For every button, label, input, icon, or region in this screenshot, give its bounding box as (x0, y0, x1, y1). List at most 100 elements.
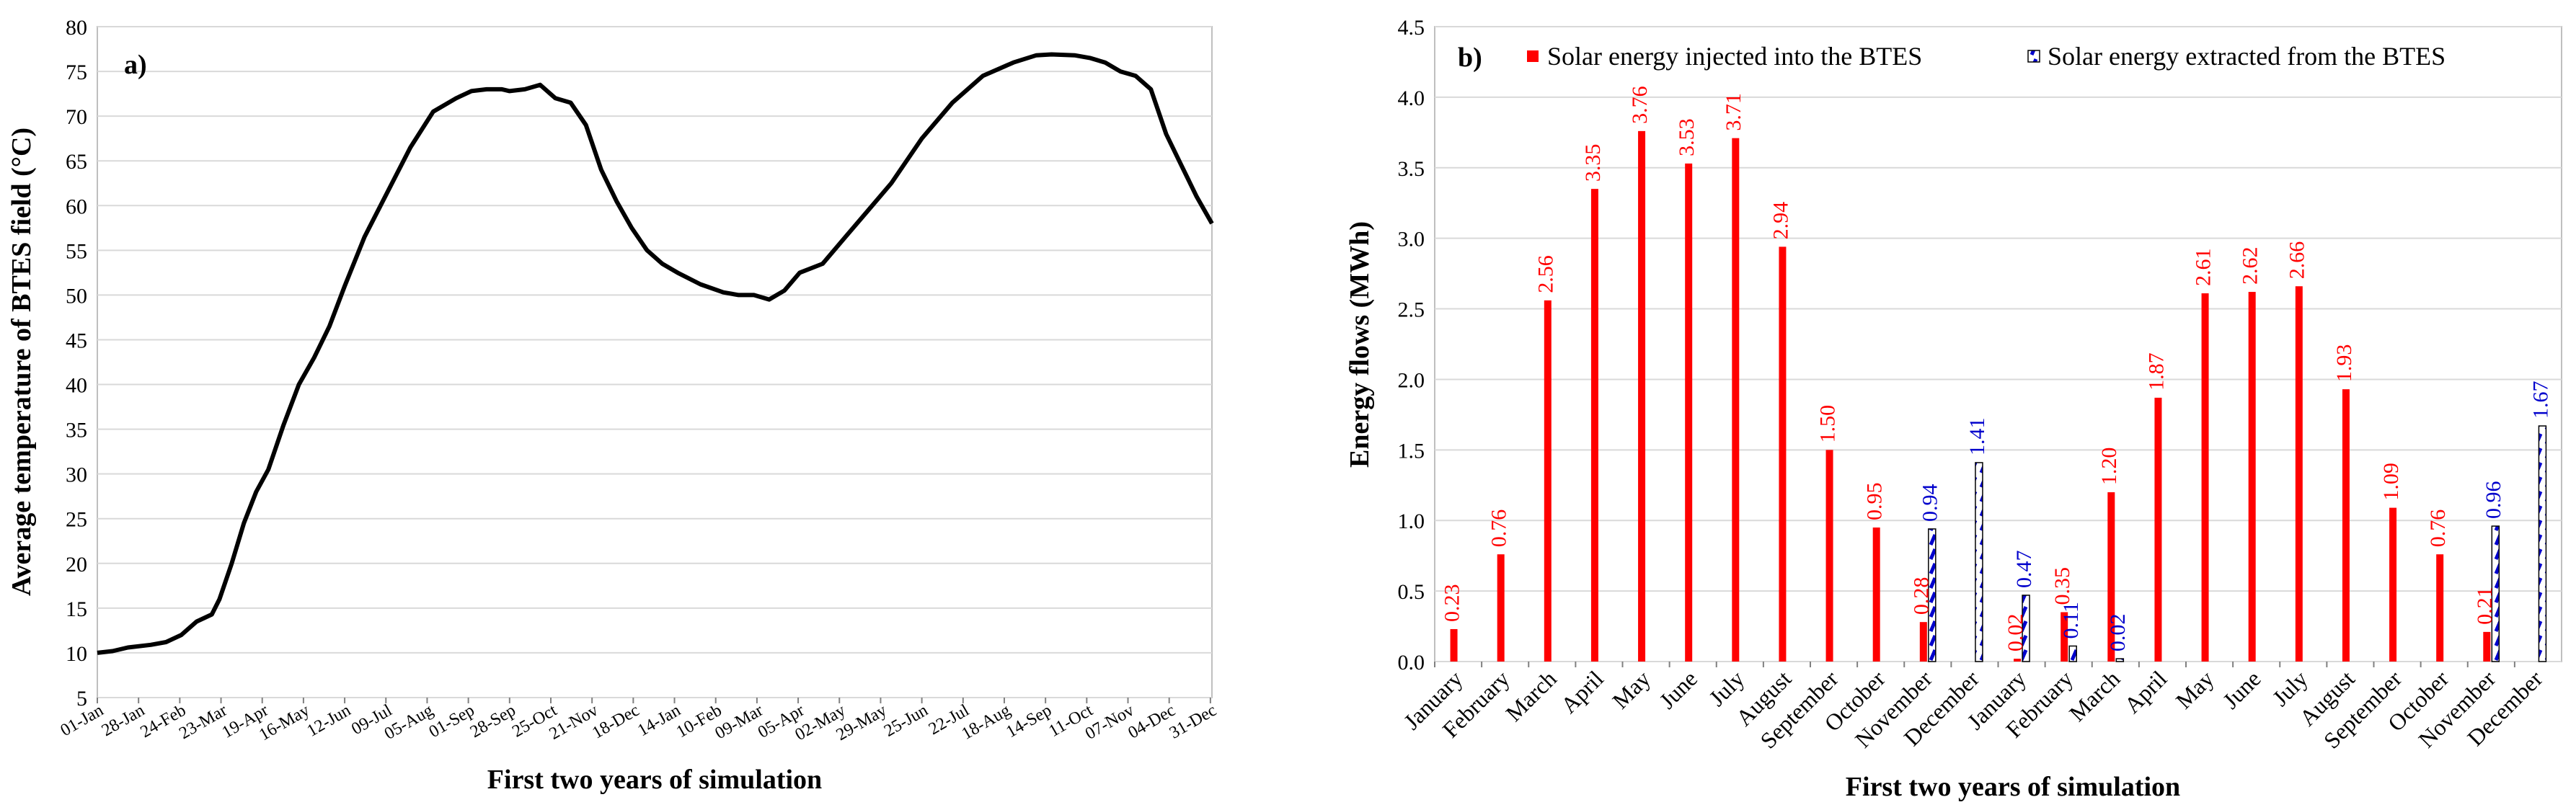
label-injected: 2.66 (2285, 241, 2309, 280)
bar-extracted (2491, 525, 2500, 662)
bar-extracted (1928, 528, 1937, 662)
y-axis-title-b: Energy flows (MWh) (1345, 221, 1375, 468)
bar-injected (2014, 659, 2022, 662)
y-tick-a: 40 (66, 374, 87, 398)
y-tick-a: 80 (66, 16, 87, 40)
x-tick-a: 28-Sep (467, 701, 519, 742)
label-extracted: 0.11 (2059, 602, 2083, 638)
bar-extracted (2115, 658, 2125, 662)
y-tick-a: 20 (66, 553, 87, 577)
y-tick-a: 55 (66, 239, 87, 263)
y-tick-b: 4.0 (1398, 86, 1425, 110)
legend: Solar energy injected into the BTES Sola… (1527, 42, 2446, 71)
label-injected: 0.76 (2426, 509, 2450, 548)
legend-swatch-extracted (2027, 50, 2040, 63)
x-tick-labels-a: 01-Jan28-Jan24-Feb23-Mar19-Apr16-May12-J… (58, 701, 1220, 745)
y-tick-a: 75 (66, 61, 87, 84)
x-tick-a: 25-Jun (881, 701, 931, 741)
x-tick-a: 18-Dec (589, 701, 642, 743)
label-injected: 3.76 (1628, 86, 1652, 124)
x-tick-b-march: March (1500, 665, 1562, 726)
x-tick-b-may: May (1607, 665, 1655, 713)
bar-injected (1919, 622, 1927, 662)
bar-injected (2061, 612, 2068, 662)
y-tick-a: 10 (66, 642, 87, 666)
y-tick-b: 3.0 (1398, 228, 1425, 252)
temperature-chart: 5 10 15 20 25 30 35 40 45 50 55 60 65 70 75 80 01-Jan28… (6, 16, 1220, 795)
temperature-line (97, 52, 1214, 655)
label-injected: 3.53 (1675, 118, 1699, 156)
label-injected: 3.35 (1581, 144, 1605, 182)
bar-injected (1497, 554, 1505, 662)
bar-extracted (2068, 645, 2077, 662)
x-tick-a: 14-Sep (1003, 701, 1055, 742)
x-tick-a: 01-Sep (426, 701, 478, 742)
bars (1450, 130, 2547, 662)
y-tick-a: 45 (66, 329, 87, 352)
bar-injected (2342, 389, 2350, 662)
y-tick-a: 50 (66, 284, 87, 308)
label-extracted: 1.67 (2528, 381, 2552, 419)
x-tick-a: 04-Dec (1125, 701, 1179, 743)
bar-injected (1544, 300, 1552, 662)
bar-injected (2483, 631, 2491, 662)
y-axis-title-a: Average temperature of BTES field (°C) (6, 128, 37, 596)
y-tick-b: 1.5 (1398, 439, 1425, 463)
y-tick-a: 5 (76, 687, 87, 711)
bar-injected (1732, 138, 1740, 662)
bar-extracted (2022, 595, 2030, 662)
label-injected: 0.35 (2050, 567, 2074, 605)
label-extracted: 0.94 (1918, 484, 1942, 522)
x-tick-b-may: May (2171, 665, 2219, 713)
x-axis-title-a: First two years of simulation (487, 765, 822, 795)
x-tick-b-june: June (1654, 665, 1702, 713)
label-injected: 2.56 (1534, 255, 1558, 293)
label-injected: 2.94 (1769, 202, 1792, 240)
y-tick-labels-a: 5 10 15 20 25 30 35 40 45 50 55 60 65 70 75 80 (66, 16, 87, 711)
bar-injected (2107, 492, 2115, 662)
x-tick-a: 12-Jun (304, 701, 354, 741)
label-injected: 1.50 (1815, 405, 1839, 443)
x-tick-a: 14-Jan (634, 701, 683, 741)
bar-injected (1685, 163, 1693, 662)
bar-injected (2201, 293, 2209, 662)
bar-injected (2154, 397, 2162, 662)
y-tick-b: 1.0 (1398, 509, 1425, 533)
bar-injected (1450, 628, 1458, 662)
x-axis-title-b: First two years of simulation (1846, 772, 2180, 802)
bar-injected (2436, 554, 2444, 662)
label-injected: 2.62 (2239, 247, 2262, 285)
x-tick-b-april: April (2119, 665, 2172, 718)
y-tick-b: 3.5 (1398, 157, 1425, 181)
panel-label-b: b) (1458, 43, 1482, 73)
label-extracted: 0.96 (2482, 481, 2505, 520)
y-tick-a: 65 (66, 150, 87, 174)
x-tick-b-june: June (2218, 665, 2266, 713)
gridlines-a (97, 26, 1212, 703)
y-tick-a: 30 (66, 463, 87, 487)
legend-swatch-injected (1527, 50, 1539, 62)
x-tick-a: 23-Mar (176, 701, 230, 744)
plot-area-b (1434, 26, 2562, 662)
x-tick-a: 09-Mar (712, 701, 766, 744)
x-tick-a: 05-Aug (381, 701, 437, 744)
bar-injected (1779, 246, 1787, 662)
bar-injected (1872, 528, 1880, 662)
label-injected: 0.76 (1487, 509, 1511, 548)
label-injected: 1.20 (2097, 448, 2121, 486)
plot-area-a (97, 26, 1213, 698)
y-tick-a: 60 (66, 195, 87, 218)
x-tick-a: 31-Dec (1167, 701, 1220, 743)
label-extracted: 1.41 (1965, 417, 1989, 455)
bar-injected (2389, 507, 2397, 662)
data-labels: 0.23 0.76 2.56 3.35 3.76 3.53 3.71 2.94 1.50 0.95… (1440, 86, 2552, 651)
label-injected: 0.02 (2004, 614, 2027, 652)
y-tick-a: 35 (66, 419, 87, 442)
bar-extracted (1975, 462, 1983, 662)
x-tick-a: 28-Jan (99, 701, 148, 741)
y-tick-b: 2.0 (1398, 368, 1425, 392)
x-tick-a: 07-Nov (1082, 701, 1138, 744)
label-injected: 2.61 (2191, 249, 2215, 287)
x-tick-b-march: March (2064, 665, 2125, 726)
